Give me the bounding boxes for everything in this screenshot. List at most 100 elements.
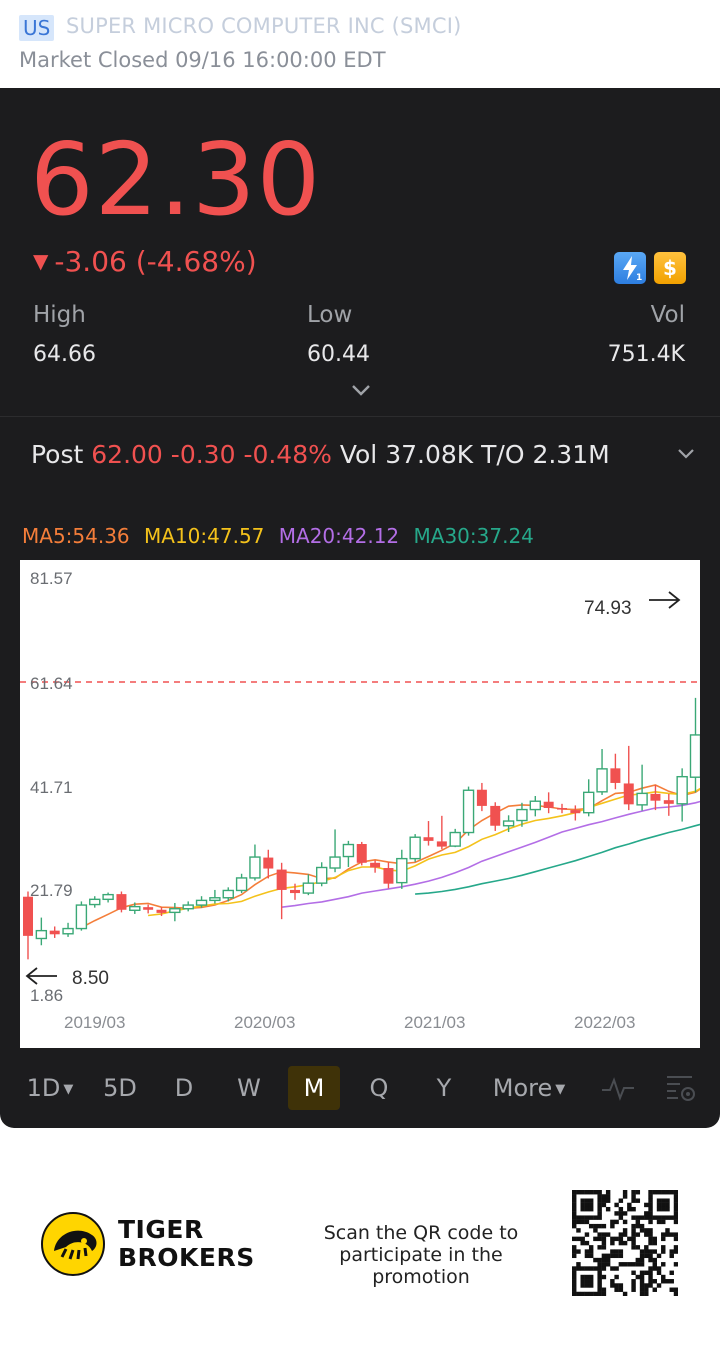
indicator-icon[interactable] bbox=[600, 1074, 636, 1102]
qr-module bbox=[601, 1198, 607, 1203]
qr-module bbox=[631, 1240, 636, 1246]
qr-module bbox=[572, 1283, 577, 1288]
qr-module bbox=[656, 1190, 662, 1195]
candle-body bbox=[49, 930, 60, 935]
qr-module bbox=[622, 1240, 628, 1246]
company-name: SUPER MICRO COMPUTER INC (SMCI) bbox=[66, 14, 462, 38]
chevron-down-icon[interactable] bbox=[676, 444, 696, 464]
candle-body bbox=[370, 862, 381, 868]
tab-q[interactable]: Q bbox=[369, 1074, 389, 1102]
tab-d[interactable]: D bbox=[174, 1074, 194, 1102]
chevron-down-icon[interactable] bbox=[349, 380, 373, 400]
qr-module bbox=[631, 1270, 636, 1275]
candle bbox=[529, 795, 541, 817]
tab-y[interactable]: Y bbox=[436, 1074, 452, 1102]
chart-canvas: 81.57 61.64 41.71 21.79 1.86 2019/03 202… bbox=[20, 569, 700, 1032]
qr-module bbox=[593, 1257, 598, 1263]
qr-module bbox=[605, 1194, 611, 1199]
candle bbox=[62, 922, 74, 937]
qr-module bbox=[572, 1194, 577, 1199]
qr-module bbox=[635, 1198, 641, 1203]
qr-module bbox=[618, 1232, 624, 1237]
qr-module bbox=[618, 1240, 624, 1246]
tab-1d[interactable]: 1D ▼ bbox=[20, 1066, 80, 1110]
dollar-icon[interactable]: $ bbox=[654, 252, 686, 284]
max-price-annotation: 74.93 bbox=[584, 598, 632, 619]
candle bbox=[423, 821, 434, 846]
qr-module bbox=[648, 1211, 653, 1216]
chart-settings-icon[interactable] bbox=[664, 1072, 698, 1104]
lightning-icon[interactable]: 1 bbox=[614, 252, 646, 284]
x-tick-label: 2021/03 bbox=[404, 1013, 465, 1032]
qr-module bbox=[661, 1274, 666, 1280]
qr-module bbox=[635, 1215, 641, 1220]
qr-module bbox=[601, 1262, 607, 1267]
candle-body bbox=[409, 836, 421, 860]
tab-m[interactable]: M bbox=[288, 1066, 340, 1110]
qr-module bbox=[673, 1211, 678, 1216]
ma30-label: MA30:37.24 bbox=[413, 524, 534, 548]
tab-w[interactable]: W bbox=[237, 1074, 261, 1102]
candle-body bbox=[476, 789, 487, 806]
qr-module bbox=[648, 1215, 653, 1220]
candle bbox=[356, 841, 367, 866]
qr-module bbox=[673, 1206, 678, 1212]
candle-body bbox=[182, 904, 194, 910]
qr-module bbox=[648, 1266, 653, 1271]
tab-5d[interactable]: 5D bbox=[103, 1074, 137, 1102]
qr-module bbox=[652, 1266, 657, 1271]
qr-module bbox=[572, 1245, 577, 1250]
qr-module bbox=[669, 1287, 674, 1292]
qr-module bbox=[584, 1232, 590, 1237]
qr-module bbox=[648, 1270, 653, 1275]
qr-module bbox=[597, 1262, 602, 1267]
qr-module bbox=[622, 1219, 628, 1225]
qr-module bbox=[635, 1274, 641, 1280]
low-label: Low bbox=[307, 302, 353, 328]
candle-body bbox=[156, 909, 167, 913]
qr-module bbox=[627, 1206, 632, 1212]
qr-code[interactable] bbox=[572, 1190, 678, 1296]
qr-module bbox=[580, 1198, 585, 1203]
candle bbox=[596, 749, 608, 795]
period-selector: 1D ▼ 5D D W M Q Y More ▼ bbox=[0, 1062, 720, 1114]
qr-module bbox=[605, 1190, 611, 1195]
qr-module bbox=[584, 1266, 590, 1271]
candle bbox=[583, 779, 595, 817]
candle-body bbox=[116, 894, 127, 910]
qr-module bbox=[639, 1291, 645, 1296]
candle-body bbox=[195, 899, 208, 906]
qr-module bbox=[576, 1291, 581, 1296]
qr-module bbox=[669, 1270, 674, 1275]
qr-module bbox=[669, 1279, 674, 1284]
candlestick-chart[interactable]: 81.57 61.64 41.71 21.79 1.86 2019/03 202… bbox=[20, 560, 700, 1048]
qr-module bbox=[648, 1283, 653, 1288]
qr-module bbox=[580, 1215, 585, 1220]
qr-module bbox=[644, 1291, 649, 1296]
qr-module bbox=[588, 1206, 594, 1212]
qr-module bbox=[588, 1190, 594, 1195]
post-market-row[interactable]: Post 62.00 -0.30 -0.48% Vol 37.08K T/O 2… bbox=[0, 416, 720, 496]
candle-body bbox=[302, 882, 315, 894]
candle bbox=[490, 802, 501, 831]
quote-panel: 62.30 ▼ -3.06 (-4.68%) 1 $ High 64.66 Low… bbox=[0, 88, 720, 496]
qr-module bbox=[572, 1236, 577, 1242]
candle-body bbox=[516, 808, 528, 822]
promo-line2: participate in the promotion bbox=[339, 1244, 503, 1288]
qr-module bbox=[597, 1270, 602, 1275]
qr-module bbox=[580, 1291, 585, 1296]
qr-module bbox=[580, 1190, 585, 1195]
candle-body bbox=[663, 800, 674, 804]
tab-more[interactable]: More ▼ bbox=[484, 1066, 574, 1110]
candle bbox=[570, 805, 581, 821]
candle-body bbox=[396, 857, 408, 884]
qr-module bbox=[656, 1215, 662, 1220]
qr-module bbox=[648, 1194, 653, 1199]
qr-module bbox=[610, 1279, 615, 1284]
qr-module bbox=[610, 1236, 615, 1242]
promo-footer: TIGER BROKERS Scan the QR code to partic… bbox=[0, 1128, 720, 1358]
qr-module bbox=[584, 1240, 590, 1246]
qr-module bbox=[669, 1253, 674, 1259]
qr-module bbox=[631, 1232, 636, 1237]
vol-label: Vol bbox=[650, 302, 685, 328]
